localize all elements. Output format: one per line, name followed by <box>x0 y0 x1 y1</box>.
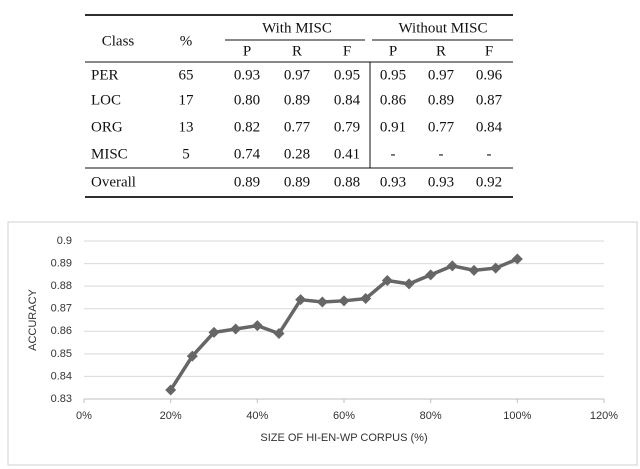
cell: 17 <box>179 92 195 108</box>
cell: 0.92 <box>476 174 502 190</box>
x-tick-label: 40% <box>246 410 268 422</box>
cell: 0.41 <box>334 146 360 162</box>
y-tick-label: 0.83 <box>51 393 72 405</box>
cell: 0.74 <box>234 146 261 162</box>
cell: 0.95 <box>380 67 406 83</box>
cell: 0.96 <box>476 67 503 83</box>
cell: 0.89 <box>234 174 260 190</box>
y-tick-label: 0.84 <box>51 370 72 382</box>
cell: 0.82 <box>234 119 260 135</box>
subheader: R <box>436 43 446 59</box>
cell: 0.89 <box>428 92 454 108</box>
cell: 0.89 <box>284 174 310 190</box>
point <box>511 253 523 265</box>
point <box>251 320 263 332</box>
cell: - <box>439 146 444 162</box>
cell: 65 <box>179 67 194 83</box>
column-header: Class <box>102 33 135 49</box>
cell: 0.28 <box>284 146 310 162</box>
point <box>316 296 328 308</box>
y-tick-label: 0.85 <box>51 348 72 360</box>
cell: 0.86 <box>380 92 407 108</box>
cell: 0.88 <box>334 174 360 190</box>
row-label: ORG <box>91 119 123 135</box>
point <box>381 275 393 286</box>
cell: 5 <box>182 146 190 162</box>
x-tick-label: 120% <box>590 410 618 422</box>
x-axis-label: SIZE OF HI-EN-WP CORPUS (%) <box>260 432 427 444</box>
cell: - <box>391 146 396 162</box>
subheader: F <box>343 43 351 59</box>
point <box>273 328 285 340</box>
subheader: P <box>243 43 251 59</box>
row-label: MISC <box>91 146 128 162</box>
point <box>490 262 502 274</box>
cell: 0.91 <box>380 119 406 135</box>
cell: 0.77 <box>284 119 311 135</box>
cell: 0.97 <box>284 67 311 83</box>
point <box>295 294 307 306</box>
cell: 0.77 <box>428 119 455 135</box>
point <box>468 264 480 276</box>
x-tick-label: 60% <box>333 410 355 422</box>
cell: 0.84 <box>476 119 503 135</box>
point <box>446 260 458 272</box>
x-tick-label: 100% <box>503 410 531 422</box>
x-tick-label: 0% <box>76 410 92 422</box>
row-label: Overall <box>91 174 136 190</box>
cell: 13 <box>179 119 194 135</box>
y-tick-label: 0.9 <box>57 235 72 247</box>
point <box>230 323 242 335</box>
subheader: P <box>389 43 397 59</box>
cell: 0.79 <box>334 119 360 135</box>
x-tick-label: 80% <box>420 410 442 422</box>
cell: 0.93 <box>428 174 454 190</box>
y-axis-label: ACCURACY <box>27 288 39 350</box>
cell: - <box>487 146 492 162</box>
group-header: With MISC <box>262 20 332 36</box>
cell: 0.89 <box>284 92 310 108</box>
group-header: Without MISC <box>399 20 488 36</box>
point <box>338 295 350 307</box>
y-tick-label: 0.86 <box>51 325 72 337</box>
chart-frame <box>7 221 638 466</box>
row-label: PER <box>91 67 119 83</box>
y-tick-label: 0.87 <box>51 303 72 315</box>
cell: 0.87 <box>476 92 503 108</box>
y-tick-label: 0.89 <box>51 257 72 269</box>
point <box>403 278 415 290</box>
point <box>360 293 372 305</box>
y-tick-label: 0.88 <box>51 280 72 292</box>
column-header: % <box>180 33 193 49</box>
cell: 0.93 <box>380 174 406 190</box>
point <box>208 326 220 338</box>
cell: 0.93 <box>234 67 260 83</box>
subheader: R <box>292 43 302 59</box>
x-tick-label: 20% <box>160 410 182 422</box>
cell: 0.95 <box>334 67 360 83</box>
point <box>425 269 437 281</box>
cell: 0.97 <box>428 67 455 83</box>
point <box>186 350 198 362</box>
point <box>165 384 177 396</box>
cell: 0.84 <box>334 92 361 108</box>
cell: 0.80 <box>234 92 260 108</box>
row-label: LOC <box>91 92 121 108</box>
subheader: F <box>485 43 493 59</box>
